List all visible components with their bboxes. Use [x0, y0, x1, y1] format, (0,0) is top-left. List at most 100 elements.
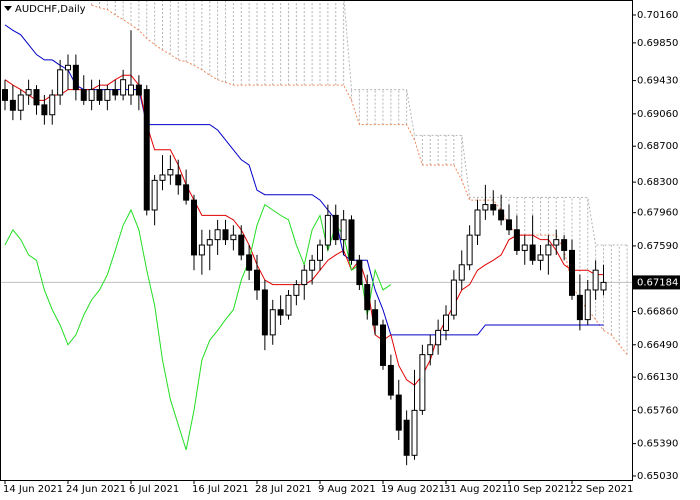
candle-body: [57, 69, 64, 96]
plot-area: [0, 0, 632, 466]
candle-body: [498, 209, 505, 221]
candle-body: [143, 89, 150, 211]
candle-body: [356, 259, 363, 286]
candle-body: [324, 214, 331, 246]
candle-body: [576, 294, 583, 321]
x-tick-label: 19 Aug 2021: [381, 484, 445, 495]
candle-body: [332, 214, 339, 241]
candle-body: [545, 244, 552, 256]
candle-body: [584, 289, 591, 321]
candle-body: [340, 219, 347, 241]
x-tick-label: 24 Jun 2021: [66, 484, 126, 495]
x-tick-label: 16 Jul 2021: [192, 484, 249, 495]
candle-body: [427, 344, 434, 356]
last-price-box: [633, 275, 680, 290]
y-tick-label: 0.66490: [637, 340, 678, 351]
candle-body: [17, 94, 24, 111]
candle-body: [88, 89, 95, 101]
candle-body: [167, 169, 174, 176]
candle-body: [482, 204, 489, 211]
candle-body: [569, 249, 575, 296]
x-tick-label: 10 Sep 2021: [507, 484, 570, 495]
title-icon: [4, 6, 12, 11]
last-price-label: 0.67184: [637, 277, 678, 288]
candle-body: [25, 89, 32, 96]
candle-body: [419, 354, 426, 411]
candle-body: [458, 264, 465, 281]
candle-body: [466, 234, 473, 266]
candle-body: [293, 284, 300, 296]
candle-body: [183, 184, 190, 201]
candle-body: [206, 239, 213, 246]
candle-body: [513, 229, 520, 251]
candle-body: [380, 324, 386, 366]
candle-body: [104, 89, 111, 101]
candle-body: [135, 84, 142, 96]
candle-body: [112, 89, 119, 96]
y-tick-label: 0.65030: [637, 471, 678, 482]
candle-body: [2, 89, 8, 101]
y-tick-label: 0.69430: [637, 76, 678, 87]
chart-title: AUDCHF,Daily: [15, 4, 86, 15]
candle-body: [41, 104, 48, 116]
x-tick-label: 9 Aug 2021: [318, 484, 376, 495]
candle-body: [450, 279, 457, 316]
candle-body: [238, 234, 245, 256]
y-tick-label: 0.69060: [637, 109, 678, 120]
x-tick-label: 14 Jun 2021: [3, 484, 63, 495]
candle-body: [411, 409, 418, 456]
candle-body: [529, 244, 536, 261]
candle-body: [435, 329, 442, 346]
y-tick-label: 0.68300: [637, 177, 678, 188]
y-tick-label: 0.66130: [637, 372, 678, 383]
candle-body: [387, 364, 394, 396]
y-tick-label: 0.67590: [637, 241, 678, 252]
candle-body: [120, 79, 127, 96]
candle-body: [49, 94, 56, 116]
candle-body: [301, 269, 308, 286]
candle-body: [254, 269, 260, 291]
candle-body: [198, 244, 205, 256]
candle-body: [261, 289, 268, 336]
candle-body: [277, 309, 284, 316]
candle-body: [80, 89, 87, 101]
x-tick-label: 22 Sep 2021: [570, 484, 633, 495]
candle-body: [521, 244, 528, 251]
candle-body: [72, 64, 79, 91]
candle-body: [214, 229, 221, 241]
candle-body: [128, 84, 134, 96]
x-tick-label: 31 Aug 2021: [444, 484, 508, 495]
y-tick-label: 0.69850: [637, 38, 678, 49]
candle-body: [151, 179, 158, 211]
candle-body: [175, 174, 182, 186]
candle-body: [403, 419, 410, 456]
candle-body: [474, 209, 481, 236]
candle-body: [96, 89, 103, 101]
y-tick-label: 0.67960: [637, 208, 678, 219]
candle-body: [395, 394, 402, 431]
candle-body: [309, 259, 316, 271]
y-tick-label: 0.65390: [637, 439, 678, 450]
candle-body: [230, 234, 237, 241]
candle-body: [592, 269, 599, 291]
y-tick-label: 0.65760: [637, 405, 678, 416]
x-tick-label: 6 Jul 2021: [129, 484, 179, 495]
candle-body: [222, 229, 229, 241]
candle-body: [33, 89, 40, 106]
x-tick-label: 28 Jul 2021: [255, 484, 312, 495]
candle-body: [506, 219, 512, 231]
candle-body: [269, 309, 276, 336]
candle-body: [191, 199, 197, 256]
y-tick-label: 0.66860: [637, 307, 678, 318]
candle-body: [600, 281, 607, 291]
candle-body: [561, 239, 568, 251]
candle-body: [443, 314, 449, 331]
candle-body: [317, 244, 323, 261]
candle-body: [65, 64, 71, 71]
candle-body: [348, 219, 355, 261]
candle-body: [537, 254, 544, 261]
senkou-span-a: [91, 4, 628, 355]
candle-body: [364, 284, 371, 311]
